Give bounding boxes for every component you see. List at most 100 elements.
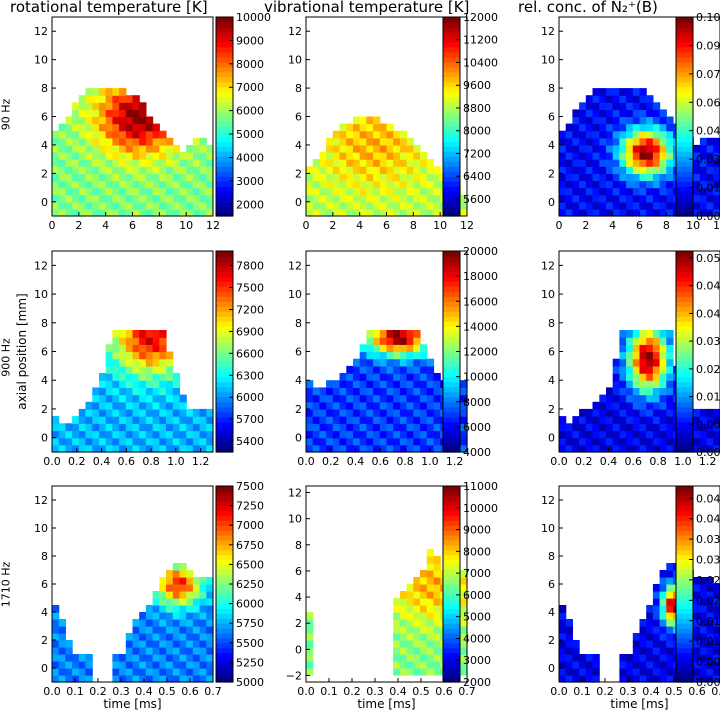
colorbar-step: [443, 421, 460, 428]
colorbar-step: [676, 588, 693, 595]
heatmap-cell: [579, 144, 587, 153]
heatmap-cell: [145, 661, 154, 669]
heatmap-cell: [346, 194, 354, 203]
heatmap-cell: [145, 416, 154, 424]
colorbar-step: [676, 51, 693, 58]
heatmap-cell: [433, 373, 441, 381]
heatmap-cell: [612, 88, 620, 96]
heatmap-cell: [72, 437, 80, 446]
heatmap-cell: [112, 351, 120, 360]
heatmap-cell: [58, 675, 66, 683]
heatmap-cell: [652, 387, 661, 396]
heatmap-cell: [399, 591, 408, 599]
colorbar-tick-label: 0.060: [696, 96, 720, 109]
heatmap-cell: [626, 180, 634, 189]
heatmap-cell: [406, 337, 414, 345]
heatmap-cell: [619, 351, 627, 360]
x-tick-label: 0.0: [550, 685, 568, 698]
y-tick-label: 10: [34, 288, 48, 301]
heatmap-cell: [159, 598, 167, 606]
heatmap-cell: [339, 437, 347, 446]
colorbar-step: [676, 336, 693, 342]
colorbar-step: [443, 61, 460, 68]
heatmap-cell: [639, 365, 647, 374]
colorbar-step: [216, 618, 233, 624]
heatmap-cell: [399, 344, 408, 353]
heatmap-cell: [172, 612, 181, 620]
heatmap-cell: [619, 166, 627, 174]
heatmap-cell: [639, 102, 647, 110]
heatmap-cell: [646, 152, 654, 160]
colorbar-step: [676, 431, 693, 438]
colorbar-step: [676, 401, 693, 408]
heatmap-cell: [52, 166, 60, 174]
heatmap-cell: [592, 95, 600, 103]
colorbar-step: [443, 271, 460, 277]
x-tick-label: 0.2: [596, 685, 614, 698]
heatmap-cell: [373, 444, 381, 453]
heatmap-cell: [139, 123, 147, 132]
heatmap-cell: [353, 387, 361, 396]
colorbar-step: [443, 181, 460, 187]
heatmap-cell: [119, 394, 127, 403]
heatmap-cell: [99, 380, 107, 388]
panel-0-2: 0246810120246810120.0000.0150.0300.0450.…: [541, 11, 720, 232]
heatmap-cell: [125, 95, 134, 103]
colorbar-step: [443, 151, 460, 157]
heatmap-cell: [366, 330, 374, 338]
colorbar-step: [443, 486, 460, 492]
colorbar-step: [216, 613, 233, 619]
heatmap-cell: [393, 430, 401, 439]
heatmap-cell: [152, 166, 160, 174]
heatmap-cell: [312, 387, 320, 396]
heatmap-cell: [172, 444, 181, 453]
heatmap-cell: [206, 152, 214, 160]
heatmap-cell: [693, 605, 701, 613]
heatmap-cell: [85, 116, 93, 125]
heatmap-cell: [626, 330, 634, 338]
heatmap-cell: [172, 437, 181, 446]
colorbar-step: [676, 535, 693, 541]
heatmap-cell: [92, 423, 100, 432]
heatmap-cell: [606, 430, 614, 439]
heatmap-cell: [626, 416, 634, 424]
heatmap-cell: [152, 647, 160, 655]
heatmap-cell: [332, 408, 341, 417]
heatmap-cell: [312, 408, 320, 417]
heatmap-cell: [639, 180, 647, 189]
heatmap-cell: [206, 144, 214, 153]
heatmap-cell: [139, 647, 147, 655]
colorbar-step: [676, 106, 693, 113]
heatmap-cell: [353, 166, 361, 174]
heatmap-cell: [413, 201, 421, 210]
heatmap-cell: [433, 563, 441, 571]
heatmap-cell: [666, 116, 674, 125]
heatmap-cell: [166, 647, 174, 655]
colorbar-step: [676, 564, 693, 570]
heatmap-cell: [420, 416, 428, 424]
heatmap-cell: [632, 668, 641, 676]
colorbar-step: [676, 633, 693, 639]
heatmap-cell: [646, 423, 654, 432]
heatmap-cell: [159, 373, 167, 381]
heatmap-cell: [632, 109, 641, 118]
heatmap-cell: [373, 365, 381, 374]
colorbar-step: [676, 201, 693, 207]
heatmap-cell: [119, 661, 127, 669]
heatmap-cell: [659, 159, 667, 167]
heatmap-cell: [399, 137, 408, 146]
heatmap-cell: [413, 208, 421, 217]
heatmap-cell: [125, 109, 134, 118]
heatmap-cell: [172, 380, 181, 388]
colorbar-tick-label: 5500: [236, 637, 264, 650]
heatmap-cell: [559, 430, 567, 439]
colorbar-step: [676, 623, 693, 629]
heatmap-cell: [579, 152, 587, 160]
colorbar-step: [443, 515, 460, 521]
y-tick-label: 2: [41, 167, 48, 180]
heatmap-cell: [639, 401, 647, 410]
colorbar-step: [676, 211, 693, 217]
heatmap-cell: [659, 675, 667, 683]
heatmap-cell: [132, 137, 140, 146]
colorbar-step: [216, 141, 233, 147]
